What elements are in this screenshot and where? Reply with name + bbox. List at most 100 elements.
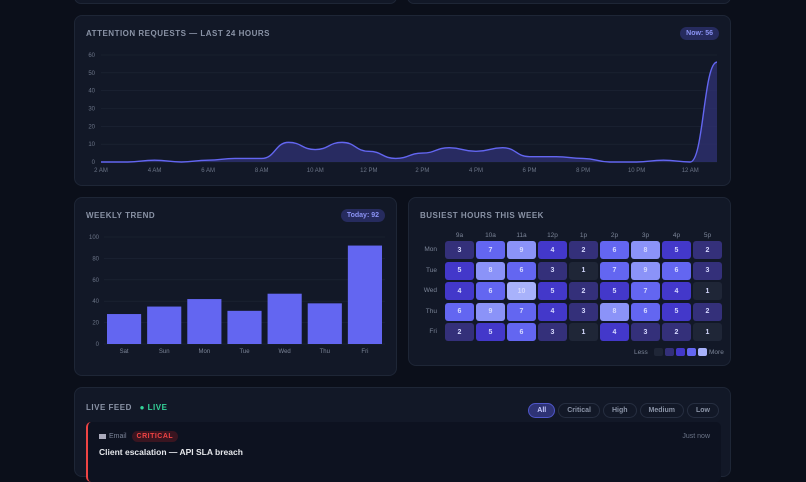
day-label: Fri [429, 328, 437, 335]
top-card-left [74, 0, 397, 4]
x-tick-label: 8 AM [255, 168, 269, 174]
x-tick-label: 2 AM [94, 168, 108, 174]
heatmap-cell: 8 [476, 261, 505, 280]
heatmap-cell: 5 [662, 241, 691, 259]
bar [267, 293, 302, 344]
x-tick-label: 10 PM [628, 168, 645, 174]
weekly-card: WEEKLY TREND Today: 92 0 20 40 60 80 100 Sat Su… [74, 197, 397, 376]
x-tick-label: 2 PM [415, 168, 429, 174]
hour-label: 1p [579, 232, 588, 239]
y-tick-label: 50 [88, 71, 95, 77]
hour-label: 10a [485, 232, 496, 239]
heatmap-cell: 6 [507, 323, 536, 341]
heatmap-cell: 2 [662, 323, 691, 341]
heatmap-cell: 9 [476, 302, 505, 321]
filter-high[interactable]: High [602, 403, 637, 418]
heatmap-cell: 3 [445, 241, 474, 259]
x-tick-label: Thu [320, 349, 330, 355]
heatmap-cell: 4 [445, 282, 474, 300]
heatmap-cell: 6 [600, 241, 629, 259]
heatmap-cell: 5 [476, 323, 505, 341]
y-tick-label: 0 [92, 160, 96, 166]
live-feed-title: LIVE FEED ● LIVE [86, 403, 167, 412]
feed-title: Client escalation — API SLA breach [99, 447, 243, 457]
y-tick-label: 80 [92, 256, 99, 262]
heatmap-cell: 4 [538, 241, 567, 259]
day-label: Wed [423, 287, 437, 294]
y-tick-label: 30 [88, 107, 95, 113]
filter-low[interactable]: Low [687, 403, 719, 418]
legend-swatch [665, 348, 674, 356]
heatmap-cell: 1 [693, 323, 722, 341]
x-tick-label: Sat [120, 349, 129, 355]
heatmap-cell: 4 [662, 282, 691, 300]
heatmap-title: BUSIEST HOURS THIS WEEK [420, 211, 544, 220]
day-label: Tue [426, 266, 437, 274]
live-feed-card: LIVE FEED ● LIVE All Critical High Medium Lo… [74, 387, 731, 482]
y-tick-label: 60 [92, 278, 99, 284]
feed-item[interactable]: Email CRITICAL Just now Client escalatio… [86, 422, 721, 482]
heatmap-cell: 6 [476, 282, 505, 300]
heatmap-cell: 1 [569, 323, 598, 341]
hour-label: 4p [672, 232, 681, 239]
y-tick-label: 20 [88, 124, 95, 130]
filter-medium[interactable]: Medium [639, 403, 684, 418]
live-label: LIVE [147, 403, 168, 412]
legend-swatch [676, 348, 685, 356]
filter-critical[interactable]: Critical [558, 403, 600, 418]
x-tick-label: 6 AM [201, 168, 215, 174]
series-line [101, 61, 718, 163]
x-tick-label: Wed [279, 349, 291, 355]
heatmap-cell: 5 [445, 261, 474, 280]
heatmap-cell: 6 [507, 261, 536, 280]
bar [107, 314, 142, 344]
feed-time: Just now [682, 433, 710, 440]
heatmap-cell: 4 [600, 323, 629, 341]
attention-card: ATTENTION REQUESTS — LAST 24 HOURS Now: … [74, 15, 731, 186]
attention-title: ATTENTION REQUESTS — LAST 24 HOURS [86, 29, 270, 38]
x-tick-label: 12 AM [682, 168, 699, 174]
y-tick-label: 60 [88, 53, 95, 59]
x-tick-label: 4 AM [148, 168, 162, 174]
heatmap-cell: 2 [569, 241, 598, 259]
x-tick-label: 4 PM [469, 168, 483, 174]
heatmap-cell: 3 [631, 323, 660, 341]
live-feed-label: LIVE FEED [86, 403, 132, 412]
heatmap-cell: 7 [631, 282, 660, 300]
y-tick-label: 10 [88, 142, 95, 148]
heatmap-cell: 2 [445, 323, 474, 341]
heatmap-cell: 6 [631, 302, 660, 321]
email-icon [99, 434, 106, 439]
heatmap-cell: 6 [445, 302, 474, 321]
heatmap-cell: 5 [600, 282, 629, 300]
heatmap-cell: 2 [693, 241, 722, 259]
hour-label: 5p [703, 232, 712, 239]
y-tick-label: 40 [92, 299, 99, 305]
legend-more: More [709, 349, 724, 356]
live-indicator: ● LIVE [140, 403, 168, 412]
live-dot-icon: ● [139, 403, 145, 412]
y-tick-label: 20 [92, 321, 99, 327]
heatmap-cell: 7 [507, 302, 536, 321]
heatmap-cell: 2 [569, 282, 598, 300]
legend-swatch [654, 348, 663, 356]
legend-swatch [698, 348, 707, 356]
now-badge: Now: 56 [680, 27, 719, 40]
heatmap-cell: 1 [569, 261, 598, 280]
heatmap-cell: 7 [476, 241, 505, 259]
x-tick-label: Sun [159, 349, 170, 355]
y-tick-label: 0 [96, 342, 100, 348]
hour-label: 2p [610, 232, 619, 239]
bar [307, 303, 342, 344]
heatmap-cell: 8 [631, 241, 660, 259]
heatmap-cell: 3 [538, 323, 567, 341]
day-label: Thu [425, 307, 437, 315]
legend-swatch [687, 348, 696, 356]
x-tick-label: Mon [199, 349, 211, 355]
feed-channel: Email [109, 433, 127, 440]
day-label: Mon [424, 246, 437, 253]
filter-all[interactable]: All [528, 403, 556, 418]
y-tick-label: 100 [89, 235, 100, 241]
heatmap-cell: 3 [538, 261, 567, 280]
heatmap-cell: 1 [693, 282, 722, 300]
